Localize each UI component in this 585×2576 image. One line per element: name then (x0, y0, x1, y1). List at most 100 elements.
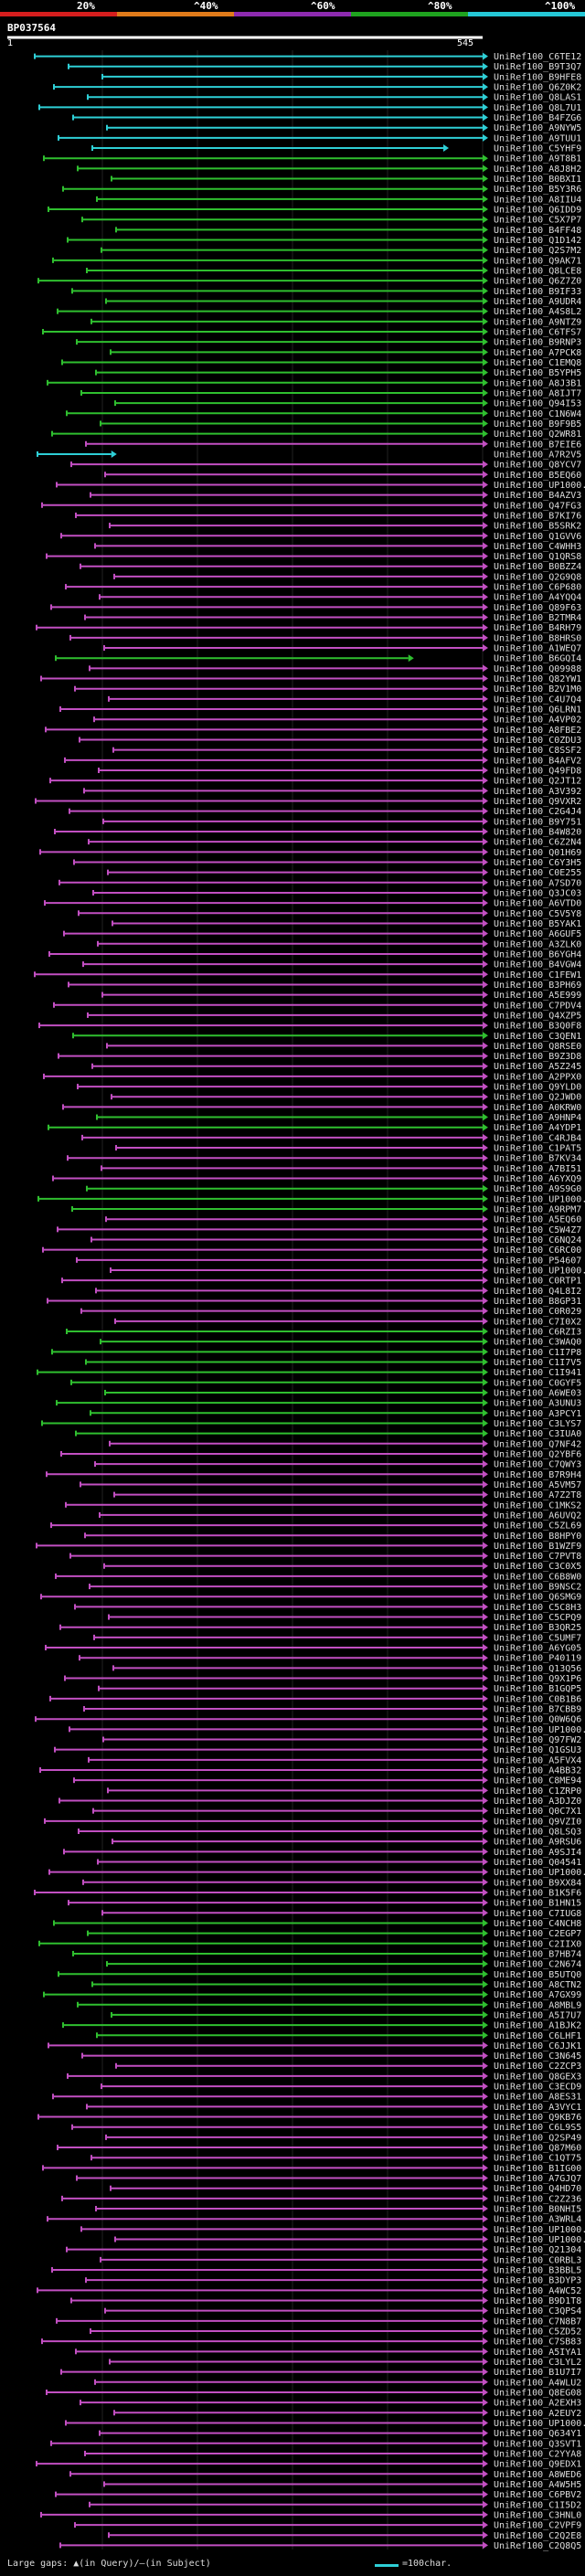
legend-segment (117, 12, 234, 16)
hit-label: UniRef100_C6RZI3 (494, 1327, 581, 1337)
hit-arrow (483, 409, 488, 418)
hit-label: UniRef100_A7SD70 (494, 878, 581, 888)
hit-label: UniRef100_A9NTZ9 (494, 317, 581, 327)
hit-label: UniRef100_B6GQI4 (494, 654, 581, 664)
hit-arrow (483, 603, 488, 611)
hit-arrow (408, 654, 414, 663)
hit-arrow (483, 1929, 488, 1937)
hit-arrow (483, 2409, 488, 2417)
hit-label: UniRef100_B5Y3R6 (494, 185, 581, 195)
hit-label: UniRef100_B7EIE6 (494, 440, 581, 450)
hit-arrow (483, 1449, 488, 1458)
hit-label: UniRef100_C2N674 (494, 1960, 581, 1970)
hit-arrow (483, 1705, 488, 1713)
hit-label: UniRef100_Q9YLD0 (494, 1083, 581, 1093)
hit-label: UniRef100_Q8LCE8 (494, 267, 581, 277)
hit-arrow (483, 583, 488, 591)
hit-label: UniRef100_C6JJK1 (494, 2041, 581, 2051)
hit-arrow (483, 2348, 488, 2356)
hit-arrow (483, 878, 488, 886)
hit-label: UniRef100_B5UTQ0 (494, 1970, 581, 1980)
hit-label: UniRef100_C4NCH8 (494, 1919, 581, 1929)
hit-arrow (483, 2276, 488, 2284)
hit-label: UniRef100_B9Y751 (494, 817, 581, 827)
hit-arrow (483, 1755, 488, 1764)
hit-arrow (442, 144, 449, 153)
hit-arrow (483, 664, 488, 673)
hit-label: UniRef100_C6LHF1 (494, 2031, 581, 2041)
hit-arrow (483, 1184, 488, 1193)
hit-label: UniRef100_B4RH79 (494, 623, 581, 633)
hit-arrow (483, 2337, 488, 2346)
hit-label: UniRef100_C5ZL69 (494, 1521, 581, 1532)
hit-label: UniRef100_B9Z3D8 (494, 1052, 581, 1062)
hit-label: UniRef100_A5Z245 (494, 1062, 581, 1072)
hit-arrow (483, 216, 488, 224)
hit-label: UniRef100_C0RTP1 (494, 1277, 581, 1287)
hit-arrow (483, 1439, 488, 1447)
hit-label: UniRef100_A9S9G0 (494, 1184, 581, 1194)
hit-label: UniRef100_Q82YW1 (494, 674, 581, 684)
hit-label: UniRef100_C2Q2E8 (494, 2531, 581, 2541)
hit-label: UniRef100_A4YDP1 (494, 1123, 581, 1133)
hit-arrow (483, 1562, 488, 1570)
hit-label: UniRef100_C5YHF9 (494, 144, 581, 154)
hit-arrow (483, 2093, 488, 2101)
hit-label: UniRef100_Q1GVV6 (494, 532, 581, 542)
hit-label: UniRef100_UP1000... (494, 1725, 585, 1735)
hit-arrow (483, 358, 488, 366)
query-start: 1 (7, 38, 14, 48)
hit-label: UniRef100_B1IG00 (494, 2164, 581, 2174)
hit-label: UniRef100_B1GQP5 (494, 1684, 581, 1694)
hit-arrow (483, 1480, 488, 1489)
hit-label: UniRef100_A3UNU3 (494, 1399, 581, 1409)
hit-label: UniRef100_C6TE12 (494, 52, 581, 62)
hit-label: UniRef100_A2PPX0 (494, 1072, 581, 1082)
hit-label: UniRef100_C1EMQ8 (494, 358, 581, 368)
hit-arrow (483, 461, 488, 469)
query-end: 545 (457, 38, 474, 48)
hit-label: UniRef100_C7PDV4 (494, 1001, 581, 1011)
hit-label: UniRef100_A8IJT7 (494, 388, 581, 398)
hit-arrow (483, 1980, 488, 1988)
hit-arrow (483, 113, 488, 122)
legend-segment (234, 12, 351, 16)
hit-label: UniRef100_A2EXH3 (494, 2399, 581, 2409)
hit-arrow (483, 236, 488, 244)
hit-label: UniRef100_B5YAK1 (494, 919, 581, 929)
hit-arrow (483, 1032, 488, 1040)
hit-arrow (483, 726, 488, 734)
hit-label: UniRef100_A3WRL4 (494, 2215, 581, 2225)
hit-arrow (483, 471, 488, 479)
hit-arrow (483, 164, 488, 173)
hit-arrow (483, 1113, 488, 1121)
hit-label: UniRef100_C0RBL3 (494, 2255, 581, 2265)
hit-label: UniRef100_C7QWY3 (494, 1460, 581, 1470)
hit-label: UniRef100_Q4XZP5 (494, 1011, 581, 1021)
hit-arrow (483, 2266, 488, 2274)
hit-arrow (483, 2470, 488, 2478)
hit-arrow (483, 1786, 488, 1795)
hit-arrow (483, 501, 488, 509)
hit-label: UniRef100_B7R9H4 (494, 1470, 581, 1480)
hit-arrow (483, 491, 488, 499)
hit-arrow (483, 256, 488, 264)
hit-label: UniRef100_B1U7I7 (494, 2368, 581, 2378)
hit-arrow (483, 1909, 488, 1917)
hit-arrow (483, 1797, 488, 1805)
hit-label: UniRef100_B4AZV3 (494, 491, 581, 501)
hit-label: UniRef100_C2VPF9 (494, 2521, 581, 2531)
hit-arrow (483, 1572, 488, 1580)
hit-label: UniRef100_C7PVT8 (494, 1552, 581, 1562)
hit-label: UniRef100_Q04541 (494, 1858, 581, 1868)
hit-arrow (483, 2010, 488, 2019)
hit-label: UniRef100_A6WE03 (494, 1388, 581, 1398)
hit-arrow (483, 1970, 488, 1978)
hit-arrow (483, 623, 488, 631)
hit-label: UniRef100_A9NYW5 (494, 123, 581, 133)
hit-arrow (483, 1623, 488, 1631)
hit-arrow (483, 1368, 488, 1376)
hit-label: UniRef100_Q9EDX1 (494, 2460, 581, 2470)
hit-arrow (483, 1694, 488, 1702)
hit-label: UniRef100_A9SJI4 (494, 1848, 581, 1858)
